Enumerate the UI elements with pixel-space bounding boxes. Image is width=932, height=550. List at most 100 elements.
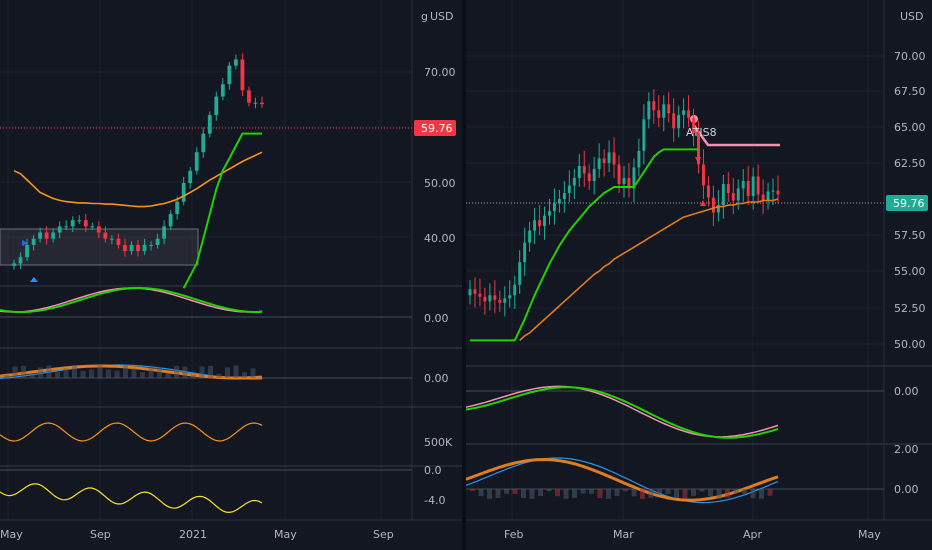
macd-line bbox=[465, 457, 779, 504]
histogram-bar bbox=[242, 372, 247, 378]
candle-body bbox=[552, 203, 556, 212]
candle-body bbox=[155, 238, 160, 245]
histogram-bar bbox=[546, 489, 552, 492]
candle-body bbox=[44, 232, 49, 239]
histogram-bar bbox=[733, 489, 739, 494]
candle-body bbox=[776, 190, 780, 195]
momentum-line bbox=[0, 287, 263, 313]
histogram-bar bbox=[46, 365, 52, 378]
candle-body bbox=[562, 193, 566, 200]
candle-body bbox=[96, 226, 101, 233]
histogram-bar bbox=[131, 368, 137, 378]
histogram-bar bbox=[225, 367, 230, 378]
left-osc-label: 0.0 bbox=[424, 464, 442, 477]
histogram-bar bbox=[606, 489, 611, 499]
candle-body bbox=[637, 150, 641, 168]
candle-body bbox=[756, 176, 760, 195]
histogram-bar bbox=[4, 375, 9, 378]
panel-divider bbox=[462, 0, 466, 550]
histogram-bar bbox=[191, 374, 196, 378]
histogram-bar bbox=[589, 489, 594, 494]
candle-body bbox=[706, 185, 710, 198]
candle-body bbox=[761, 194, 765, 201]
candle-body bbox=[508, 295, 512, 299]
left-panel[interactable] bbox=[0, 0, 462, 521]
right-osc-label: 0.00 bbox=[894, 483, 919, 496]
pink-level-line bbox=[691, 123, 780, 147]
candle-body bbox=[548, 211, 551, 216]
candle-body bbox=[662, 104, 666, 118]
histogram-bar bbox=[759, 489, 764, 499]
candle-body bbox=[751, 176, 755, 197]
histogram-bar bbox=[529, 489, 535, 499]
candle-body bbox=[557, 199, 561, 204]
candle-body bbox=[513, 284, 517, 296]
histogram-bar bbox=[250, 368, 256, 378]
histogram-bar bbox=[12, 366, 18, 378]
right-price-axis[interactable]: USD 70.00 67.50 65.00 62.50 59.76 57.50 … bbox=[886, 10, 928, 496]
histogram-bar bbox=[208, 365, 213, 378]
histogram-bar bbox=[89, 369, 94, 378]
left-price-tag bbox=[414, 120, 456, 136]
candle-body bbox=[25, 244, 29, 258]
candle-body bbox=[149, 244, 153, 246]
histogram-bar bbox=[708, 489, 713, 497]
histogram-bar bbox=[657, 489, 662, 494]
left-price-axis[interactable]: g USD 70.00 59.76 50.00 40.00 0.00 0.00 … bbox=[414, 10, 456, 507]
sell-arrow-2-icon bbox=[700, 200, 706, 206]
candle-body bbox=[136, 244, 140, 252]
left-x-label: Sep bbox=[373, 528, 394, 541]
right-panel[interactable] bbox=[465, 0, 932, 521]
candle-body bbox=[31, 238, 36, 245]
trailing-stop-line bbox=[182, 132, 262, 289]
candle-body bbox=[746, 180, 750, 197]
histogram-bar bbox=[699, 489, 705, 492]
right-x-label: Mar bbox=[613, 528, 634, 541]
histogram-bar bbox=[487, 489, 492, 499]
right-y-label: 52.50 bbox=[894, 302, 926, 315]
histogram-bar bbox=[55, 372, 60, 378]
left-osc-label: 0.00 bbox=[424, 372, 449, 385]
histogram-bar bbox=[148, 365, 154, 378]
candle-body bbox=[721, 183, 725, 206]
candle-body bbox=[214, 96, 219, 116]
candle-body bbox=[18, 257, 23, 264]
candle-body bbox=[12, 263, 16, 266]
left-time-axis[interactable]: May Sep 2021 May Sep bbox=[0, 528, 394, 541]
candle-body bbox=[627, 177, 631, 189]
candle-body bbox=[233, 59, 238, 66]
right-currency-label[interactable]: USD bbox=[900, 10, 924, 23]
histogram-bar bbox=[97, 365, 103, 378]
histogram-bar bbox=[123, 365, 128, 378]
trailing-stop-line bbox=[470, 148, 699, 342]
left-currency-label[interactable]: USD bbox=[430, 10, 454, 23]
macd-signal-line bbox=[465, 457, 779, 502]
candle-body bbox=[592, 168, 596, 181]
candle-body bbox=[682, 110, 686, 115]
signal-arrow-up-icon bbox=[30, 277, 38, 282]
candle-body bbox=[602, 158, 606, 163]
histogram-bar bbox=[563, 489, 569, 499]
left-y-label: 40.00 bbox=[424, 232, 456, 245]
histogram-bar bbox=[140, 372, 145, 378]
candle-body bbox=[38, 232, 43, 239]
histogram-bar bbox=[725, 489, 730, 498]
oscillator-line bbox=[0, 483, 263, 514]
histogram-bar bbox=[521, 489, 526, 498]
right-y-label: 62.50 bbox=[894, 157, 926, 170]
candle-body bbox=[582, 165, 586, 174]
candle-body bbox=[493, 295, 497, 300]
right-time-axis[interactable]: Feb Mar Apr May bbox=[504, 528, 881, 541]
candle-body bbox=[533, 220, 537, 231]
histogram-bar bbox=[631, 489, 637, 497]
histogram-bar bbox=[597, 489, 603, 499]
histogram-bar bbox=[623, 489, 628, 492]
candle-body bbox=[77, 220, 82, 222]
candle-body bbox=[597, 158, 601, 169]
histogram-bar bbox=[555, 489, 560, 497]
right-y-label: 50.00 bbox=[894, 338, 926, 351]
candle-body bbox=[103, 232, 108, 239]
right-y-label: 70.00 bbox=[894, 50, 926, 63]
